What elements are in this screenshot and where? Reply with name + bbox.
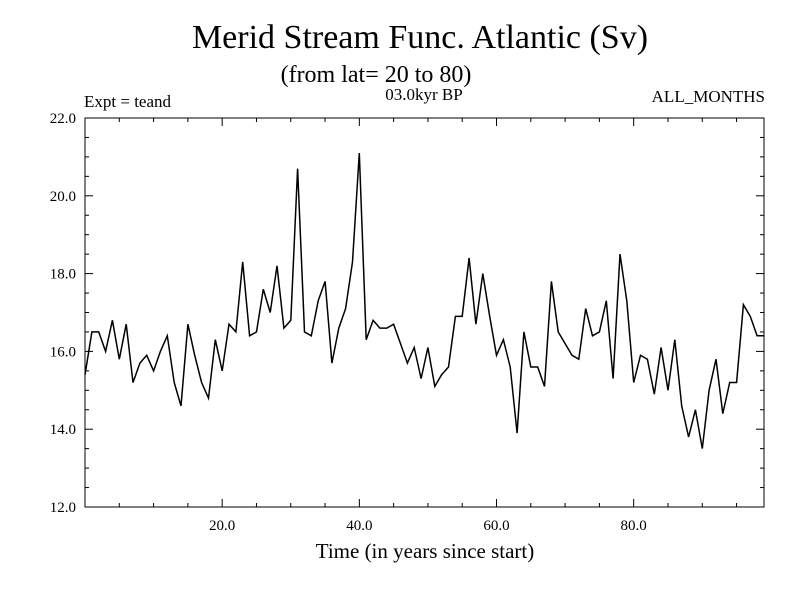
x-axis: 20.0 40.0 60.0 80.0 xyxy=(118,118,738,534)
x-tick-label: 40.0 xyxy=(346,518,372,534)
y-tick-label: 18.0 xyxy=(50,267,76,283)
series-line xyxy=(84,152,764,449)
x-tick-label: 60.0 xyxy=(483,518,509,534)
period-label: 03.0kyr BP xyxy=(385,85,462,104)
y-axis: 12.0 14.0 16.0 18.0 20.0 22.0 xyxy=(50,111,764,516)
y-tick-label: 14.0 xyxy=(50,422,76,438)
x-tick-label: 80.0 xyxy=(621,518,647,534)
y-tick-label: 16.0 xyxy=(50,344,76,360)
x-tick-label: 20.0 xyxy=(209,518,235,534)
chart-subtitle: (from lat= 20 to 80) xyxy=(281,62,472,88)
y-tick-label: 12.0 xyxy=(50,500,76,516)
experiment-label: Expt = teand xyxy=(84,92,172,111)
plot-frame xyxy=(84,117,765,508)
y-tick-label: 20.0 xyxy=(50,189,76,205)
chart-title: Merid Stream Func. Atlantic (Sv) xyxy=(192,19,648,56)
x-axis-label: Time (in years since start) xyxy=(316,539,535,563)
y-tick-label: 22.0 xyxy=(50,111,76,127)
months-label: ALL_MONTHS xyxy=(652,87,765,106)
